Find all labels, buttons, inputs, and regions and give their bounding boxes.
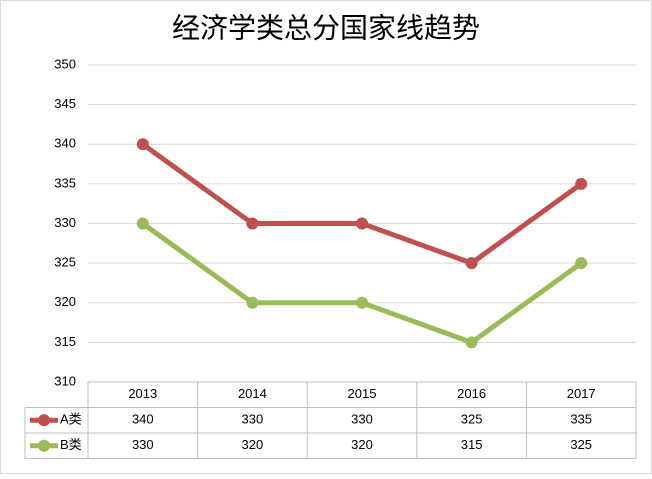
table-value: 335 xyxy=(570,412,592,427)
y-tick-label: 340 xyxy=(54,136,76,151)
marker xyxy=(136,217,149,230)
marker xyxy=(356,296,368,309)
y-tick-label: 350 xyxy=(54,56,76,71)
table-value: 330 xyxy=(351,412,373,427)
table-value: 320 xyxy=(351,437,373,452)
table-value: 330 xyxy=(132,437,154,452)
x-tick-label: 2015 xyxy=(348,386,377,401)
marker xyxy=(356,217,368,230)
legend-marker xyxy=(38,439,50,452)
x-tick-label: 2014 xyxy=(238,386,267,401)
y-tick-label: 330 xyxy=(54,215,76,230)
y-tick-label: 310 xyxy=(54,373,76,388)
y-tick-label: 315 xyxy=(54,334,76,349)
chart-title: 经济学类总分国家线趋势 xyxy=(172,12,480,45)
marker xyxy=(465,336,478,349)
table-value: 320 xyxy=(242,437,264,452)
legend-label: B类 xyxy=(60,437,82,452)
table-value: 330 xyxy=(242,412,264,427)
marker xyxy=(465,257,478,270)
x-tick-label: 2016 xyxy=(457,386,486,401)
y-tick-label: 320 xyxy=(54,294,76,309)
marker xyxy=(246,296,259,309)
marker xyxy=(575,257,588,270)
x-tick-label: 2017 xyxy=(567,386,596,401)
marker xyxy=(246,217,259,230)
legend-label: A类 xyxy=(60,412,82,427)
y-tick-label: 335 xyxy=(54,175,76,190)
table-value: 325 xyxy=(570,437,592,452)
y-tick-label: 345 xyxy=(54,96,76,111)
marker xyxy=(575,177,588,190)
table-value: 315 xyxy=(461,437,483,452)
legend-marker xyxy=(38,414,50,427)
x-tick-label: 2013 xyxy=(128,386,157,401)
table-value: 340 xyxy=(132,412,154,427)
marker xyxy=(136,138,149,151)
y-tick-label: 325 xyxy=(54,255,76,270)
table-value: 325 xyxy=(461,412,483,427)
